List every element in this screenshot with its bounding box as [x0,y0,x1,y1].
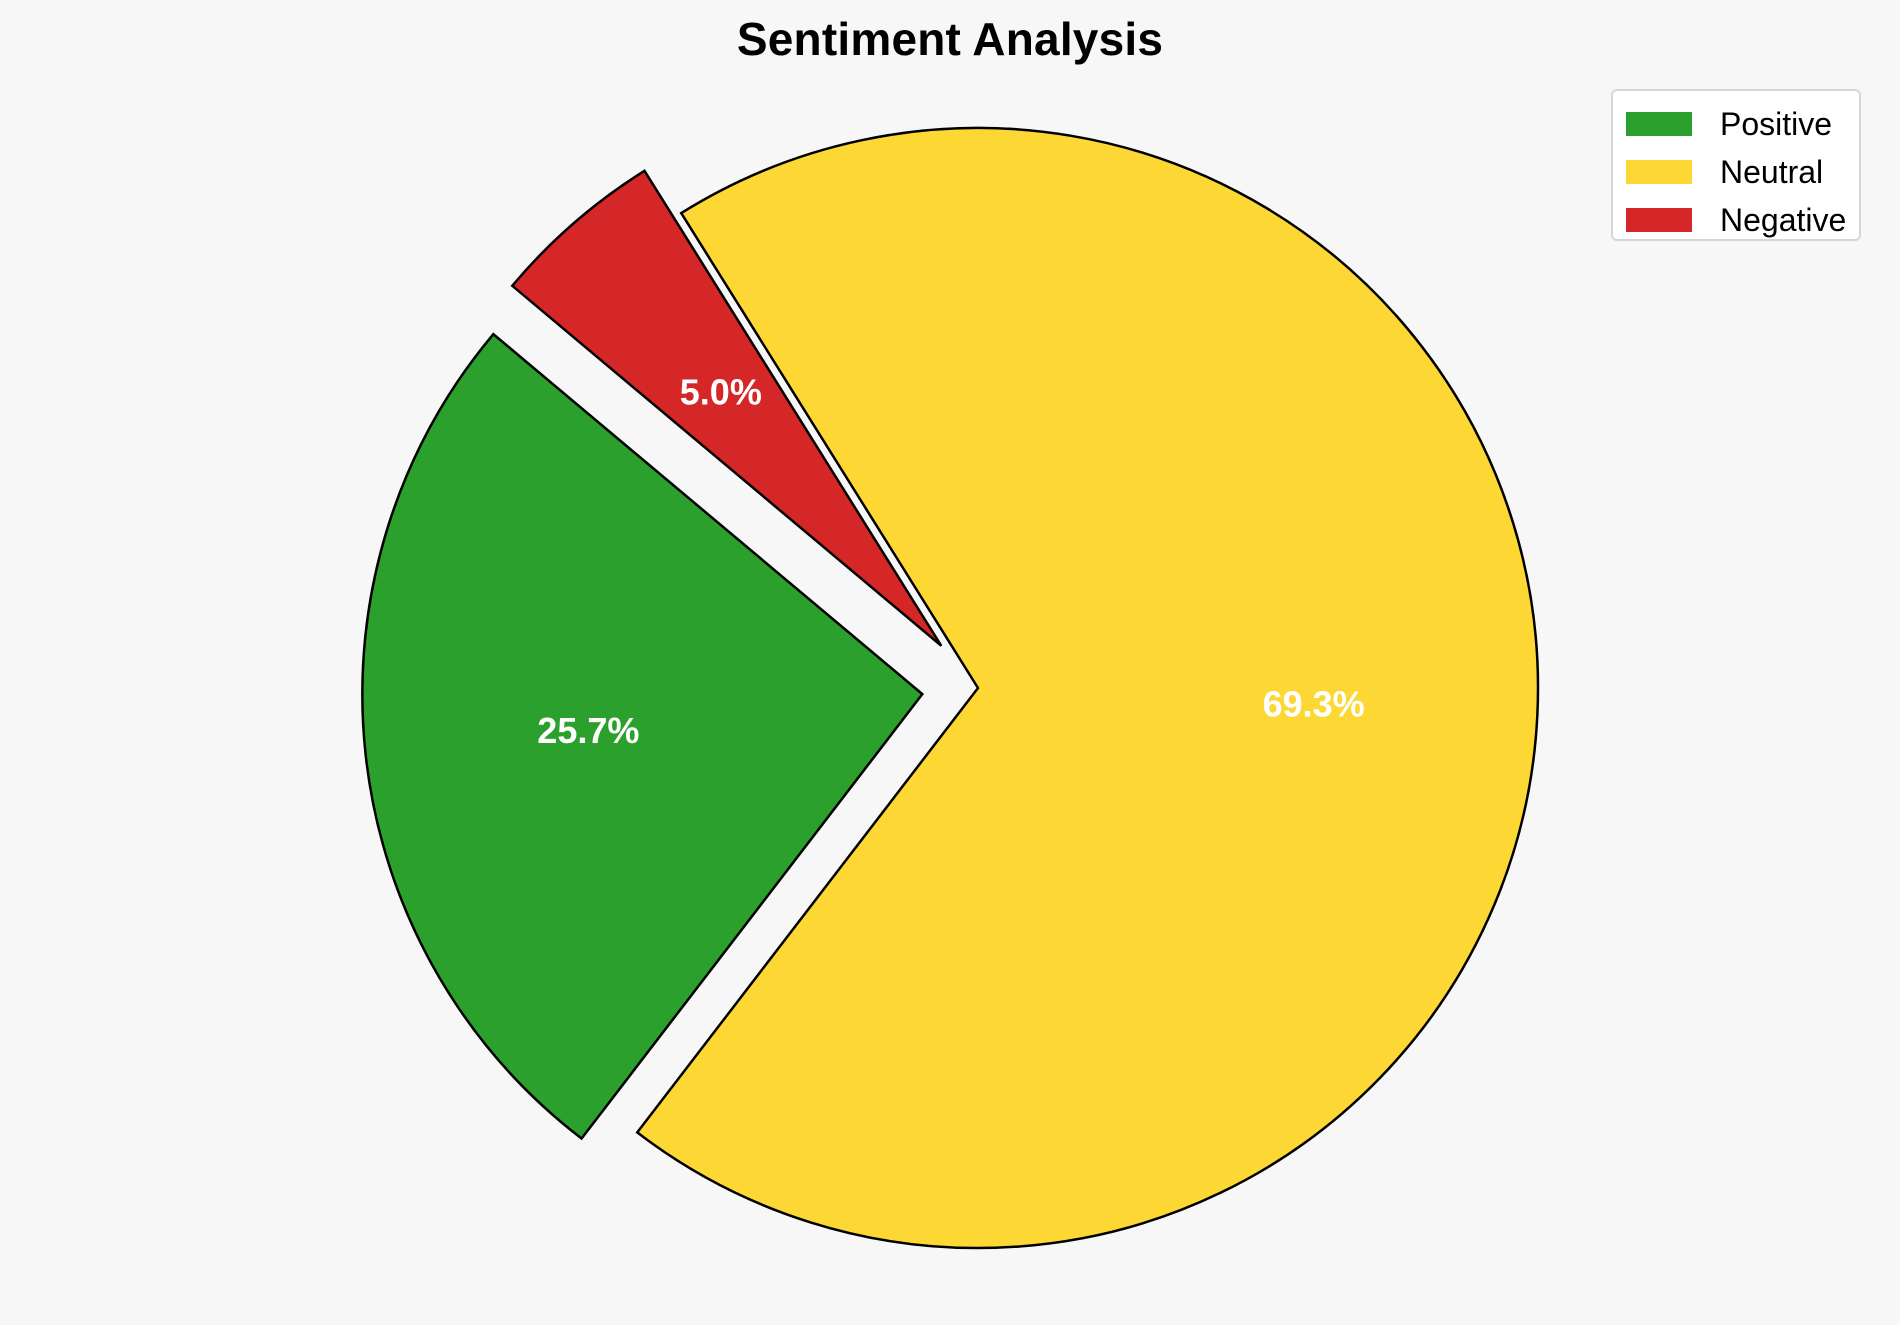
pie-slice-positive [361,332,925,1141]
legend-entry-neutral: Neutral [1613,148,1859,196]
legend: Positive Neutral Negative [1611,89,1861,241]
legend-swatch-negative [1626,208,1692,232]
pie-slice-negative [510,169,943,647]
slices-layer [361,126,1540,1250]
chart-title: Sentiment Analysis [736,13,1164,65]
legend-label-positive: Positive [1720,105,1833,142]
slice-label-neutral: 69.3% [1263,684,1365,725]
legend-label-negative: Negative [1720,201,1847,238]
legend-entry-negative: Negative [1613,196,1859,244]
legend-swatch-neutral [1626,160,1692,184]
legend-label-neutral: Neutral [1720,153,1824,190]
legend-entry-positive: Positive [1613,100,1859,148]
slice-label-negative: 5.0% [680,372,762,413]
labels-layer: 25.7% 69.3% 5.0% [537,372,1364,752]
slice-label-positive: 25.7% [537,710,639,751]
pie-slice-neutral [635,126,1540,1250]
legend-swatch-positive [1626,112,1692,136]
